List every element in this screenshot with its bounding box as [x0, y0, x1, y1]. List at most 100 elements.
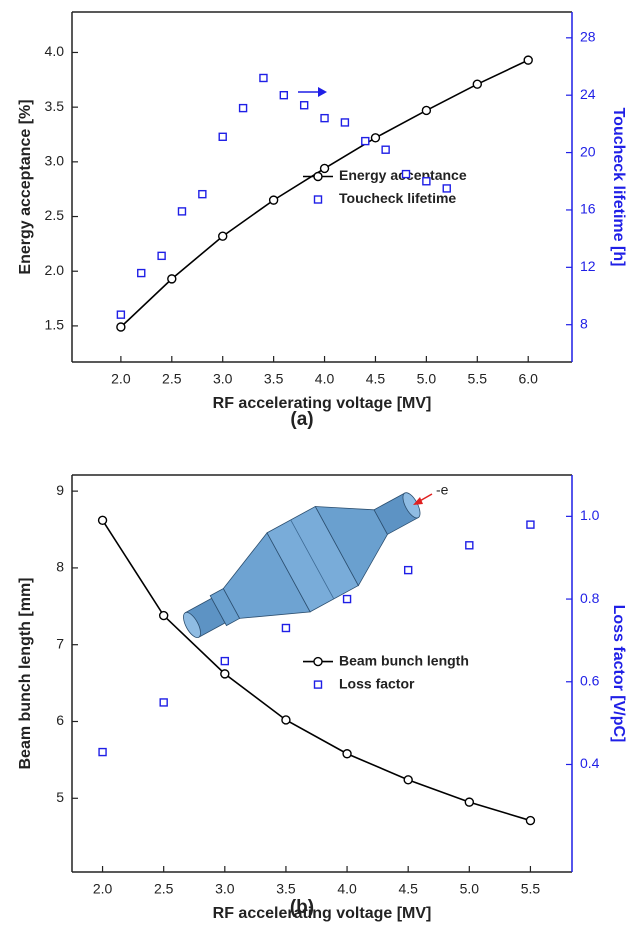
y2-tick-label: 0.8 — [580, 590, 600, 606]
marker — [116, 322, 126, 332]
y-tick-label: 2.5 — [45, 207, 65, 223]
y2-tick-label: 28 — [580, 29, 596, 45]
legend-label: Toucheck lifetime — [339, 190, 456, 206]
marker — [422, 177, 431, 186]
marker — [403, 775, 413, 785]
x-tick-label: 6.0 — [518, 371, 538, 387]
marker — [268, 195, 279, 205]
y2-tick-label: 0.6 — [580, 672, 600, 688]
marker — [313, 656, 323, 667]
marker — [116, 310, 126, 319]
marker — [238, 103, 248, 113]
y-tick-label: 8 — [56, 559, 64, 575]
y-tick-label: 3.5 — [45, 98, 65, 114]
y-tick-label: 4.0 — [45, 43, 65, 59]
x-tick-label: 3.0 — [215, 881, 235, 897]
series-line — [120, 59, 529, 328]
x-tick-label: 5.0 — [417, 371, 437, 387]
panel-label: (a) — [290, 409, 313, 430]
y-tick-label: 5 — [56, 789, 64, 805]
x-tick-label: 4.5 — [366, 371, 386, 387]
marker — [403, 565, 413, 575]
x-tick-label: 3.0 — [213, 371, 233, 387]
marker — [218, 231, 228, 241]
x-tick-label: 5.5 — [521, 881, 541, 897]
y2-tick-label: 1.0 — [580, 507, 600, 523]
y2-tick-label: 20 — [580, 143, 596, 159]
y2-axis-label: Loss factor [V/pC] — [610, 605, 627, 743]
annotation: -e — [436, 482, 449, 498]
marker — [340, 118, 350, 127]
marker — [259, 73, 268, 83]
marker — [313, 195, 323, 204]
marker — [220, 656, 230, 666]
x-tick-label: 4.5 — [398, 881, 418, 897]
x-tick-label: 2.5 — [154, 881, 174, 897]
cavity-illustration — [183, 492, 421, 639]
marker — [167, 274, 177, 284]
marker — [361, 136, 370, 146]
marker — [313, 680, 323, 689]
series-line — [101, 519, 531, 822]
beam-arrow — [413, 493, 433, 505]
y2-tick-label: 24 — [580, 86, 596, 102]
y-tick-label: 3.0 — [45, 153, 65, 169]
y2-tick-label: 8 — [580, 315, 588, 331]
marker — [442, 184, 451, 193]
marker — [319, 163, 330, 174]
marker — [220, 669, 230, 679]
x-tick-label: 4.0 — [337, 881, 357, 897]
y2-tick-label: 16 — [580, 201, 596, 217]
legend-label: Loss factor — [339, 675, 415, 691]
y-tick-label: 1.5 — [45, 317, 65, 333]
marker — [98, 747, 107, 757]
marker — [313, 171, 323, 182]
marker — [401, 169, 411, 179]
marker — [299, 101, 309, 110]
marker — [157, 251, 166, 261]
marker — [342, 594, 352, 604]
marker — [523, 55, 533, 65]
x-tick-label: 3.5 — [276, 881, 296, 897]
panel-label: (b) — [290, 897, 314, 918]
legend-label: Beam bunch length — [339, 652, 469, 668]
y-tick-label: 9 — [56, 482, 64, 498]
marker — [177, 207, 187, 216]
marker — [158, 610, 169, 621]
marker — [381, 145, 390, 154]
x-tick-label: 2.5 — [162, 371, 182, 387]
y2-tick-label: 0.4 — [580, 755, 600, 771]
y2-tick-label: 12 — [580, 258, 596, 274]
marker — [137, 268, 146, 278]
y-axis-label: Energy acceptance [%] — [17, 99, 34, 274]
x-axis-label: RF accelerating voltage [MV] — [213, 395, 432, 412]
marker — [97, 515, 108, 526]
marker — [526, 520, 535, 529]
marker — [370, 133, 381, 143]
y-axis-label: Beam bunch length [mm] — [17, 577, 34, 769]
marker — [465, 541, 474, 550]
marker — [218, 132, 227, 141]
marker — [198, 189, 207, 199]
y-tick-label: 7 — [56, 635, 64, 651]
y2-axis-label: Toucheck lifetime [h] — [610, 108, 627, 267]
x-tick-label: 5.0 — [460, 881, 480, 897]
x-tick-label: 2.0 — [111, 371, 131, 387]
marker — [159, 698, 168, 707]
chart-panel: 2.0 2.5 3.0 3.5 4.0 4.5 5.0 5.5 5 6 7 8 9 0.4 0.6 0.8 1.… — [17, 474, 627, 922]
marker — [342, 749, 352, 759]
marker — [525, 815, 536, 826]
x-axis-label: RF accelerating voltage [MV] — [213, 905, 432, 922]
marker — [472, 79, 482, 89]
x-tick-label: 2.0 — [93, 881, 113, 897]
chart-panel: 2.0 2.5 3.0 3.5 4.0 4.5 5.0 5.5 6.0 1.5 2.0 2.5 3.0 3… — [17, 11, 627, 430]
marker — [279, 90, 289, 100]
x-tick-label: 3.5 — [264, 371, 284, 387]
y-tick-label: 6 — [56, 712, 64, 728]
axis-arrow — [298, 87, 327, 97]
marker — [421, 105, 432, 116]
x-tick-label: 5.5 — [468, 371, 488, 387]
marker — [281, 715, 291, 725]
